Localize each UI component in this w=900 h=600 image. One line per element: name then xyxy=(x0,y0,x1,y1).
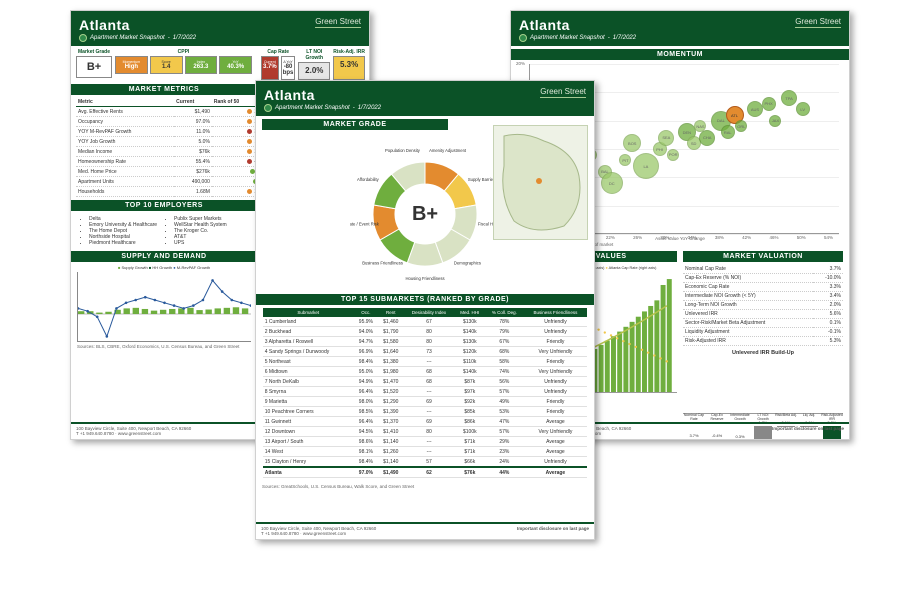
sources-note: Sources: BLS, CBRE, Oxford Economics, U.… xyxy=(77,344,251,349)
svg-text:Demographics: Demographics xyxy=(454,261,481,266)
svg-text:Climate / Event Risk: Climate / Event Risk xyxy=(350,221,380,226)
svg-text:Population Density: Population Density xyxy=(385,148,421,153)
kpi-row-1: Market Grade B+ CPPI MomentumHighScore1.… xyxy=(71,46,257,81)
irr-waterfall: 3.7% Nominal Cap Rate -0.4% Cap-Ex Reser… xyxy=(683,359,843,414)
svg-text:B+: B+ xyxy=(412,203,438,225)
page-header: Atlanta Apartment Market Snapshot - 1/7/… xyxy=(256,81,594,116)
section-supply-demand: SUPPLY AND DEMAND xyxy=(71,251,257,262)
submarkets-table: SubmarketOcc.RentDesirability IndexMed. … xyxy=(263,308,587,478)
section-employers: TOP 10 EMPLOYERS xyxy=(71,200,257,211)
top-employers: DeltaEmory University & HealthcareThe Ho… xyxy=(71,214,257,248)
page-header: Atlanta Apartment Market Snapshot - 1/7/… xyxy=(511,11,849,46)
sd-legend: ■ Supply Growth ■ HH Growth ● M-RevPAF G… xyxy=(71,265,257,270)
report-fan-stage: Atlanta Apartment Market Snapshot - 1/7/… xyxy=(70,10,850,550)
section-momentum: MOMENTUM xyxy=(511,49,849,60)
supply-demand-chart xyxy=(77,272,251,342)
page-footer: 100 Bayview Circle, Suite 400, Newport B… xyxy=(256,522,594,539)
section-market-grade: MARKET GRADE xyxy=(262,119,448,130)
badge-icon xyxy=(79,34,87,42)
svg-text:Amenity Adjustment: Amenity Adjustment xyxy=(429,148,467,153)
svg-text:Affordability: Affordability xyxy=(357,177,380,182)
valuation-table: Nominal Cap Rate3.7%Cap-Ex Reserve (% NO… xyxy=(683,265,843,346)
page-header: Atlanta Apartment Market Snapshot - 1/7/… xyxy=(71,11,369,46)
section-market-valuation: MARKET VALUATION xyxy=(683,251,843,262)
market-metrics-table: MetricCurrentRank of 50 Avg. Effective R… xyxy=(76,98,262,197)
subtitle: Apartment Market Snapshot - 1/7/2022 xyxy=(79,34,196,42)
svg-text:Housing Friendliness: Housing Friendliness xyxy=(405,276,444,281)
brand-logo: Green Street xyxy=(315,17,361,28)
svg-text:Business Friendliness: Business Friendliness xyxy=(362,261,403,266)
report-page-2: Atlanta Apartment Market Snapshot - 1/7/… xyxy=(255,80,595,540)
section-top-submarkets: TOP 15 SUBMARKETS (RANKED BY GRADE) xyxy=(256,294,594,305)
submarket-map xyxy=(493,125,588,240)
irr-title: Unlevered IRR Build-Up xyxy=(683,350,843,356)
section-market-metrics: MARKET METRICS xyxy=(71,84,257,95)
city-title: Atlanta xyxy=(79,17,196,33)
kpi-market-grade: B+ xyxy=(76,56,112,78)
